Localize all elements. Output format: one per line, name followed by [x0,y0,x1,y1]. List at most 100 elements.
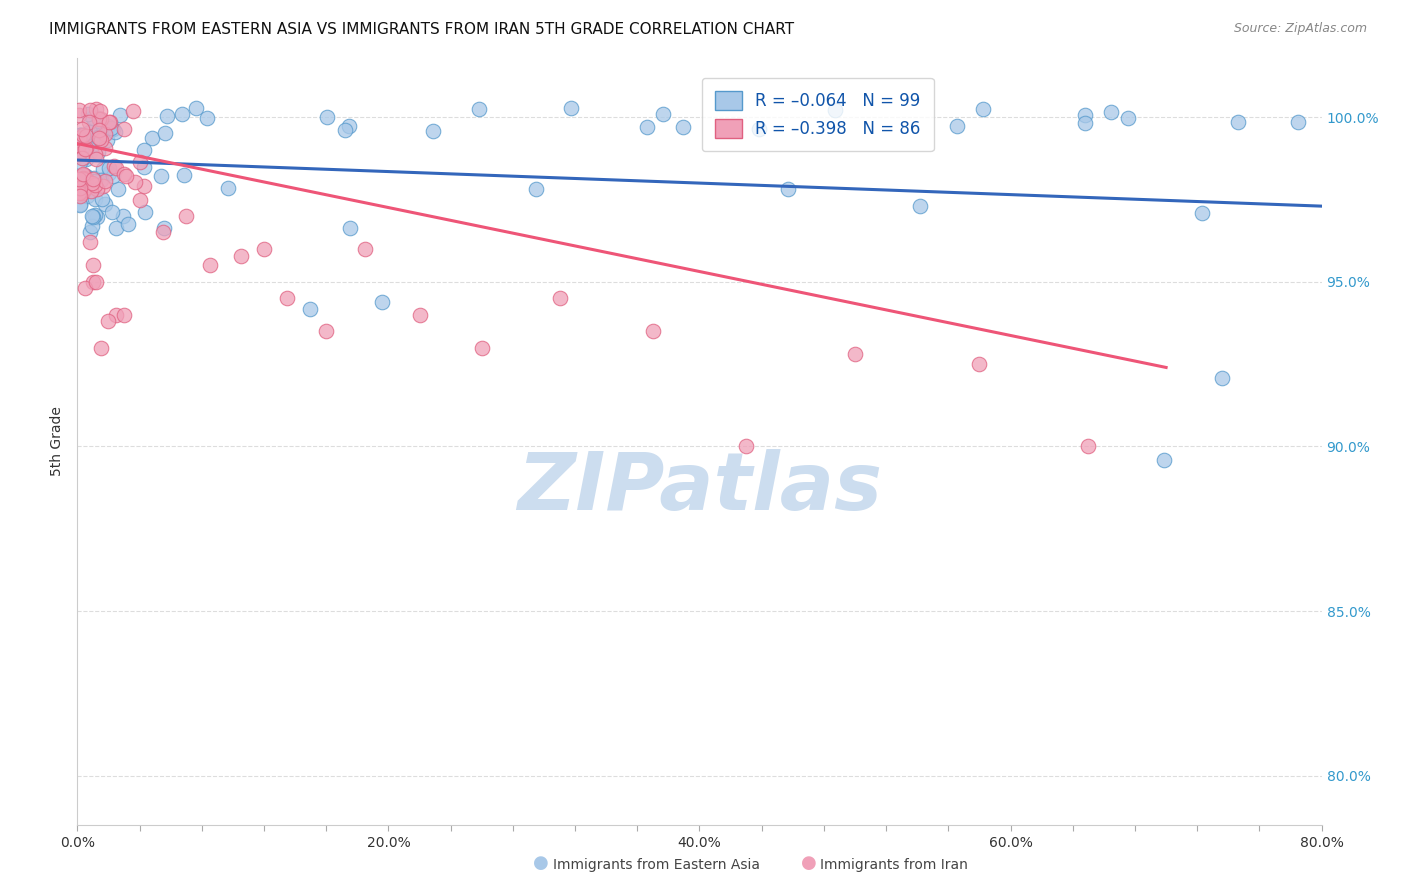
Point [73,180,96,194]
Point [84,192,107,206]
Point [195,111,218,125]
Point [76,106,98,120]
Point [94,141,117,155]
Text: IMMIGRANTS FROM EASTERN ASIA VS IMMIGRANTS FROM IRAN 5TH GRADE CORRELATION CHART: IMMIGRANTS FROM EASTERN ASIA VS IMMIGRAN… [49,22,794,37]
Point [141,131,163,145]
Point [76,189,98,203]
Point [75,281,97,295]
Point [73,168,96,182]
Point [824,103,846,117]
Point [844,347,866,361]
Text: Immigrants from Eastern Asia: Immigrants from Eastern Asia [553,858,759,872]
Point [652,107,675,121]
Point [82,259,104,273]
Point [82,219,104,233]
Point [72,172,94,186]
Point [90,112,112,126]
Point [101,169,124,183]
Point [156,109,179,123]
Point [548,291,571,305]
Point [97,114,120,128]
Point [83,170,105,185]
Point [276,291,298,305]
Point [80,184,103,198]
Point [972,102,994,116]
Point [72,171,94,186]
Point [735,440,758,454]
Point [112,308,135,322]
Point [1116,111,1139,125]
Point [75,171,97,186]
Point [946,119,969,133]
Point [337,119,360,133]
Point [67,131,90,145]
Point [84,128,107,143]
Point [69,128,91,143]
Point [108,108,131,122]
Point [67,171,90,186]
Point [253,242,276,256]
Point [94,127,117,141]
Point [67,137,90,152]
Point [333,123,356,137]
Point [152,226,174,240]
Point [1099,105,1122,120]
Point [67,177,90,191]
Point [526,181,548,195]
Point [316,110,339,124]
Point [98,115,121,129]
Point [69,155,91,169]
Text: Immigrants from Iran: Immigrants from Iran [820,858,967,872]
Text: ●: ● [800,855,817,872]
Point [173,168,195,182]
Point [67,103,90,118]
Point [84,275,107,289]
Point [115,169,138,183]
Point [69,128,91,143]
Point [90,173,112,187]
Point [75,153,97,167]
Point [79,103,101,118]
Point [96,133,118,147]
Point [82,210,104,224]
Point [90,341,112,355]
Point [73,183,96,197]
Point [112,122,135,136]
Point [73,142,96,156]
Point [150,169,173,184]
Point [87,145,110,160]
Point [79,125,101,139]
Point [72,167,94,181]
Point [315,324,337,338]
Point [748,121,770,136]
Point [75,170,97,185]
Point [87,112,110,127]
Point [69,181,91,195]
Point [75,140,97,154]
Point [111,209,134,223]
Point [339,220,361,235]
Point [170,106,193,120]
Point [91,179,114,194]
Point [69,198,91,212]
Point [86,210,108,224]
Point [67,185,90,199]
Point [72,186,94,200]
Point [82,111,104,125]
Point [153,126,176,140]
Point [98,166,121,180]
Point [134,143,156,157]
Point [75,169,97,183]
Point [122,104,145,119]
Point [79,145,101,160]
Point [132,160,155,174]
Point [79,235,101,250]
Point [82,176,104,190]
Point [408,308,430,322]
Point [910,199,932,213]
Point [73,175,96,189]
Point [94,197,117,211]
Point [100,121,122,136]
Point [87,130,110,145]
Point [1226,114,1249,128]
